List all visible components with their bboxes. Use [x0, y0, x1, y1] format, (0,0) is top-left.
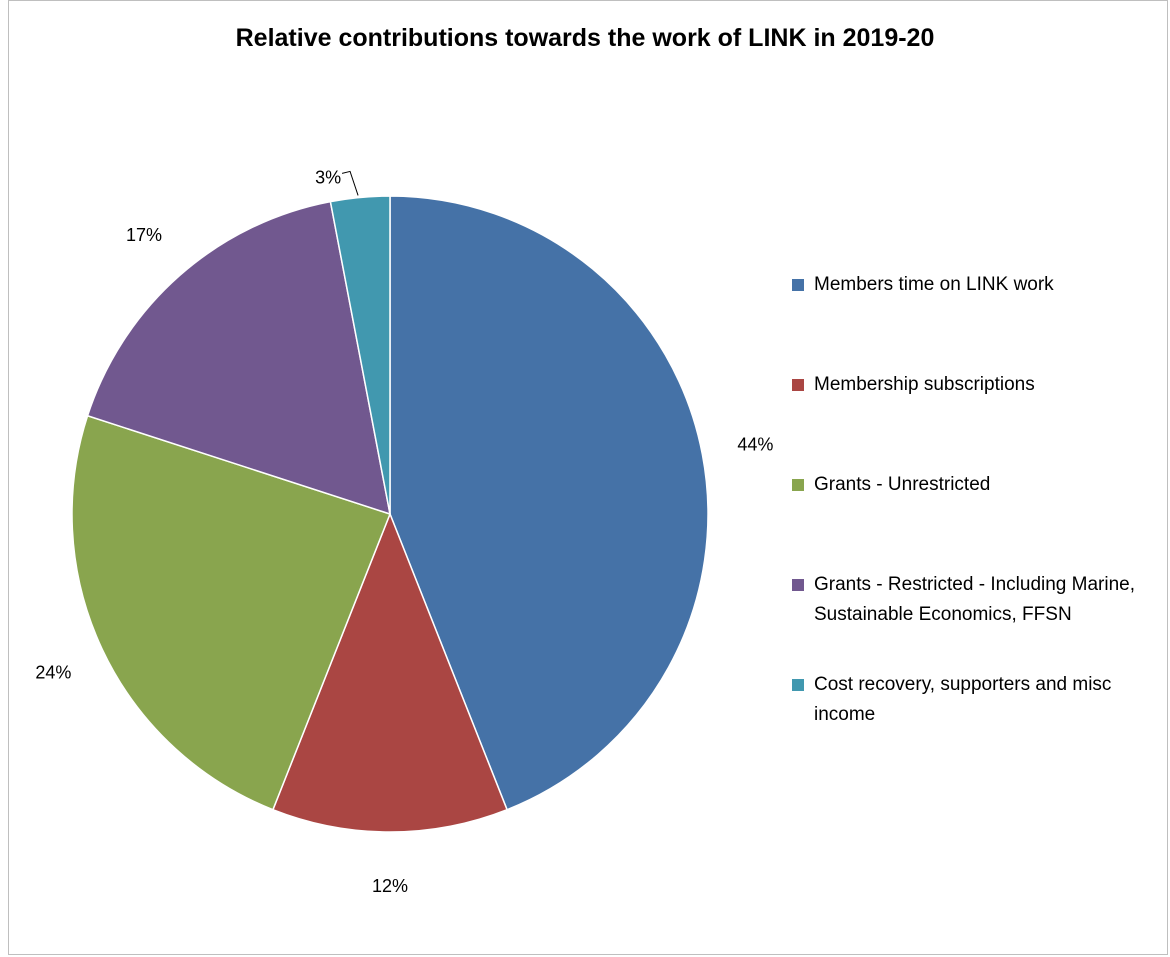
- legend-swatch: [792, 579, 804, 591]
- legend-item-grants-unrestricted: Grants - Unrestricted: [792, 470, 1162, 500]
- pie-slice-cost-recovery-supporters-and-misc-income: [329, 195, 391, 515]
- legend-label: Members time on LINK work: [814, 274, 1054, 295]
- legend-label: Cost recovery, supporters and misc incom…: [814, 674, 1112, 725]
- legend-item-grants-restricted-including-marine-sustainable-economics-ffsn: Grants - Restricted - Including Marine, …: [792, 570, 1162, 630]
- legend-item-members-time-on-link-work: Members time on LINK work: [792, 270, 1162, 300]
- data-label-cost-recovery-supporters-and-misc-income: 3%: [315, 167, 341, 187]
- chart-title: Relative contributions towards the work …: [235, 24, 935, 52]
- legend-item-membership-subscriptions: Membership subscriptions: [792, 370, 1162, 400]
- legend-item-cost-recovery-supporters-and-misc-income: Cost recovery, supporters and misc incom…: [792, 670, 1162, 730]
- data-label-grants-unrestricted: 24%: [35, 662, 71, 682]
- legend-swatch: [792, 279, 804, 291]
- pie-slice-membership-subscriptions: [271, 511, 509, 833]
- pie-slice-grants-restricted-including-marine-sustainable-economics-ffsn: [86, 200, 391, 516]
- data-label-membership-subscriptions: 12%: [372, 876, 408, 896]
- pie-slice-grants-unrestricted: [71, 414, 391, 811]
- legend-label: Membership subscriptions: [814, 374, 1035, 395]
- leader-line: [341, 170, 359, 196]
- data-label-members-time-on-link-work: 44%: [737, 434, 773, 454]
- legend-swatch: [792, 479, 804, 491]
- pie-slice-members-time-on-link-work: [389, 195, 709, 811]
- legend-swatch: [792, 679, 804, 691]
- legend-label: Grants - Unrestricted: [814, 474, 991, 495]
- legend-swatch: [792, 379, 804, 391]
- data-label-grants-restricted-including-marine-sustainable-economics-ffsn: 17%: [126, 225, 162, 245]
- legend-label: Grants - Restricted - Including Marine, …: [814, 574, 1136, 625]
